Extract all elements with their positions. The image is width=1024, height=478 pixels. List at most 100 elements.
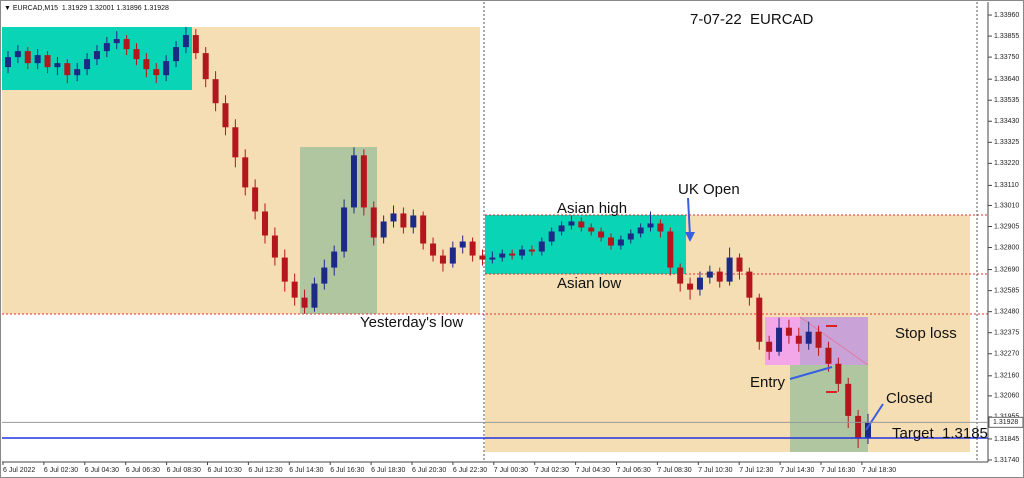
candle-body [855, 415, 862, 438]
y-tick-label: 1.33430 [994, 118, 1019, 125]
annotation: Asian high [557, 200, 627, 217]
candle-body [865, 421, 871, 438]
arrow-head [685, 232, 695, 242]
x-tick-label: 6 Jul 06:30 [126, 467, 160, 474]
y-tick-label: 1.32905 [994, 223, 1019, 230]
candle-body [578, 221, 585, 228]
candle-body [568, 221, 575, 226]
candle-body [123, 39, 130, 50]
candle-body [163, 61, 170, 76]
y-tick-label: 1.32060 [994, 393, 1019, 400]
candle-body [24, 51, 31, 64]
candle-body [647, 223, 654, 228]
candle-body [637, 227, 644, 234]
annotation: Stop loss [895, 325, 957, 342]
candle-body [311, 283, 318, 308]
candle-body [74, 69, 81, 76]
y-tick-label: 1.33535 [994, 97, 1019, 104]
candle-body [262, 211, 269, 236]
candle-body [509, 253, 516, 256]
y-tick-label: 1.32270 [994, 351, 1019, 358]
candle-body [825, 347, 832, 364]
y-tick-label: 1.33750 [994, 54, 1019, 61]
entry-arrow [789, 366, 833, 380]
candle-body [627, 233, 634, 240]
candle-body [588, 227, 595, 232]
candle-body [321, 267, 328, 284]
candle-body [410, 215, 417, 228]
candle-body [291, 281, 298, 298]
candle-body [113, 39, 120, 44]
x-tick-label: 6 Jul 18:30 [371, 467, 405, 474]
x-tick-label: 6 Jul 2022 [3, 467, 35, 474]
candle-body [439, 255, 446, 264]
uk-open-arrow [687, 197, 691, 237]
annotation: Entry [750, 374, 786, 391]
annotation: Closed [886, 390, 933, 407]
x-tick-label: 6 Jul 22:30 [453, 467, 487, 474]
closed-arrow [865, 403, 884, 431]
x-tick-label: 6 Jul 02:30 [44, 467, 78, 474]
candle-body [153, 69, 160, 76]
candle-body [548, 231, 555, 242]
x-tick-label: 7 Jul 14:30 [780, 467, 814, 474]
y-tick-label: 1.31740 [994, 457, 1019, 464]
candle-body [44, 55, 51, 68]
candle-body [420, 215, 427, 244]
candle-body [677, 267, 684, 284]
candle-body [776, 327, 783, 352]
candle-body [815, 331, 822, 348]
candle-body [331, 251, 338, 268]
candle-body [54, 63, 61, 68]
candle-body [785, 327, 792, 336]
x-tick-label: 6 Jul 08:30 [167, 467, 201, 474]
x-tick-label: 6 Jul 16:30 [330, 467, 364, 474]
candle-body [222, 103, 229, 128]
y-tick-label: 1.32800 [994, 244, 1019, 251]
candle-body [667, 231, 674, 268]
candle-body [390, 213, 397, 222]
profit-zone [790, 365, 868, 452]
candle-body [726, 257, 733, 282]
y-tick-label: 1.32585 [994, 287, 1019, 294]
candle-body [271, 235, 278, 258]
candle-body [706, 271, 713, 278]
y-tick-label: 1.33220 [994, 160, 1019, 167]
candle-body [835, 363, 842, 384]
candle-body [380, 221, 387, 238]
y-tick-label: 1.32480 [994, 309, 1019, 316]
candle-body [469, 241, 476, 256]
candle-body [746, 271, 753, 298]
y-tick-label: 1.33010 [994, 202, 1019, 209]
annotation: Target 1.3185 [892, 425, 988, 442]
y-tick-label: 1.33640 [994, 76, 1019, 83]
x-tick-label: 7 Jul 04:30 [576, 467, 610, 474]
candle-body [617, 239, 624, 246]
y-tick-label: 1.33110 [994, 182, 1019, 189]
annotation: Asian low [557, 275, 621, 292]
candle-body [489, 257, 496, 260]
y-tick-label: 1.32690 [994, 266, 1019, 273]
candle-body [756, 297, 763, 342]
candle-body [687, 283, 694, 290]
annotation: UK Open [678, 181, 740, 198]
candle-body [301, 297, 308, 308]
candle-body [93, 51, 100, 60]
candle-body [479, 255, 486, 260]
x-tick-label: 6 Jul 12:30 [248, 467, 282, 474]
asian-zone [485, 215, 686, 274]
candle-body [242, 157, 249, 188]
x-tick-label: 7 Jul 00:30 [494, 467, 528, 474]
x-tick-label: 7 Jul 16:30 [821, 467, 855, 474]
y-tick-label: 1.32160 [994, 373, 1019, 380]
candle-body [519, 249, 526, 256]
y-tick-label: 1.33325 [994, 139, 1019, 146]
candle-body [173, 47, 180, 62]
candle-body [766, 341, 773, 352]
y-tick-label: 1.33960 [994, 12, 1019, 19]
x-tick-label: 7 Jul 06:30 [617, 467, 651, 474]
candle-body [84, 59, 91, 70]
candle-body [64, 63, 71, 76]
last-price-label: 1.31928 [993, 419, 1018, 426]
x-tick-label: 7 Jul 10:30 [698, 467, 732, 474]
